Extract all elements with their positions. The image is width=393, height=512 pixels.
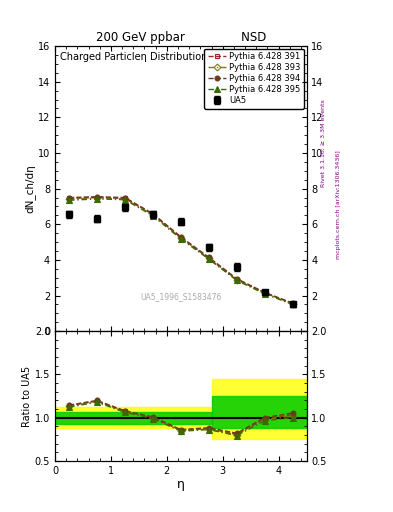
Text: UA5_1996_S1583476: UA5_1996_S1583476 xyxy=(140,292,222,302)
Line: Pythia 6.428 393: Pythia 6.428 393 xyxy=(66,196,295,306)
Pythia 6.428 391 xyxy=(67,196,72,202)
Pythia 6.428 391 xyxy=(206,255,211,261)
Pythia 6.428 394 xyxy=(178,233,183,240)
Pythia 6.428 394 xyxy=(123,195,127,201)
Pythia 6.428 394 xyxy=(95,194,99,200)
Pythia 6.428 391 xyxy=(234,276,239,283)
Pythia 6.428 393 xyxy=(123,196,127,202)
Pythia 6.428 395 xyxy=(123,197,127,203)
Pythia 6.428 391 xyxy=(290,301,295,307)
Pythia 6.428 391 xyxy=(178,234,183,241)
Line: Pythia 6.428 391: Pythia 6.428 391 xyxy=(66,195,295,306)
Text: Charged Particleη Distribution(ua5-200-nsd5): Charged Particleη Distribution(ua5-200-n… xyxy=(60,52,283,62)
Pythia 6.428 393 xyxy=(178,235,183,241)
Pythia 6.428 395 xyxy=(206,256,211,262)
Pythia 6.428 395 xyxy=(234,278,239,284)
Pythia 6.428 391 xyxy=(262,290,267,296)
Pythia 6.428 394 xyxy=(262,289,267,295)
Pythia 6.428 391 xyxy=(123,196,127,202)
Pythia 6.428 395 xyxy=(178,236,183,242)
Pythia 6.428 394 xyxy=(290,300,295,306)
Pythia 6.428 391 xyxy=(95,195,99,201)
Text: mcplots.cern.ch [arXiv:1306.3436]: mcplots.cern.ch [arXiv:1306.3436] xyxy=(336,151,341,259)
Pythia 6.428 395 xyxy=(290,302,295,308)
Pythia 6.428 393 xyxy=(290,301,295,307)
Pythia 6.428 394 xyxy=(234,275,239,282)
Pythia 6.428 393 xyxy=(206,255,211,262)
Pythia 6.428 395 xyxy=(151,212,155,219)
Y-axis label: Ratio to UA5: Ratio to UA5 xyxy=(22,366,32,426)
Pythia 6.428 394 xyxy=(67,195,72,201)
Pythia 6.428 393 xyxy=(95,195,99,201)
Legend: Pythia 6.428 391, Pythia 6.428 393, Pythia 6.428 394, Pythia 6.428 395, UA5: Pythia 6.428 391, Pythia 6.428 393, Pyth… xyxy=(204,49,304,109)
Pythia 6.428 393 xyxy=(67,196,72,202)
Pythia 6.428 393 xyxy=(234,277,239,283)
Pythia 6.428 395 xyxy=(262,291,267,297)
Pythia 6.428 394 xyxy=(206,254,211,260)
Pythia 6.428 393 xyxy=(262,290,267,296)
Pythia 6.428 391 xyxy=(151,211,155,218)
X-axis label: η: η xyxy=(177,478,185,492)
Pythia 6.428 395 xyxy=(95,196,99,202)
Pythia 6.428 393 xyxy=(151,212,155,218)
Y-axis label: dN_ch/dη: dN_ch/dη xyxy=(24,164,35,213)
Pythia 6.428 395 xyxy=(67,197,72,203)
Text: Rivet 3.1.10; ≥ 3.3M events: Rivet 3.1.10; ≥ 3.3M events xyxy=(320,99,325,187)
Title: 200 GeV ppbar               NSD: 200 GeV ppbar NSD xyxy=(95,31,266,44)
Line: Pythia 6.428 394: Pythia 6.428 394 xyxy=(66,194,295,306)
Pythia 6.428 394 xyxy=(151,210,155,217)
Line: Pythia 6.428 395: Pythia 6.428 395 xyxy=(66,196,296,307)
